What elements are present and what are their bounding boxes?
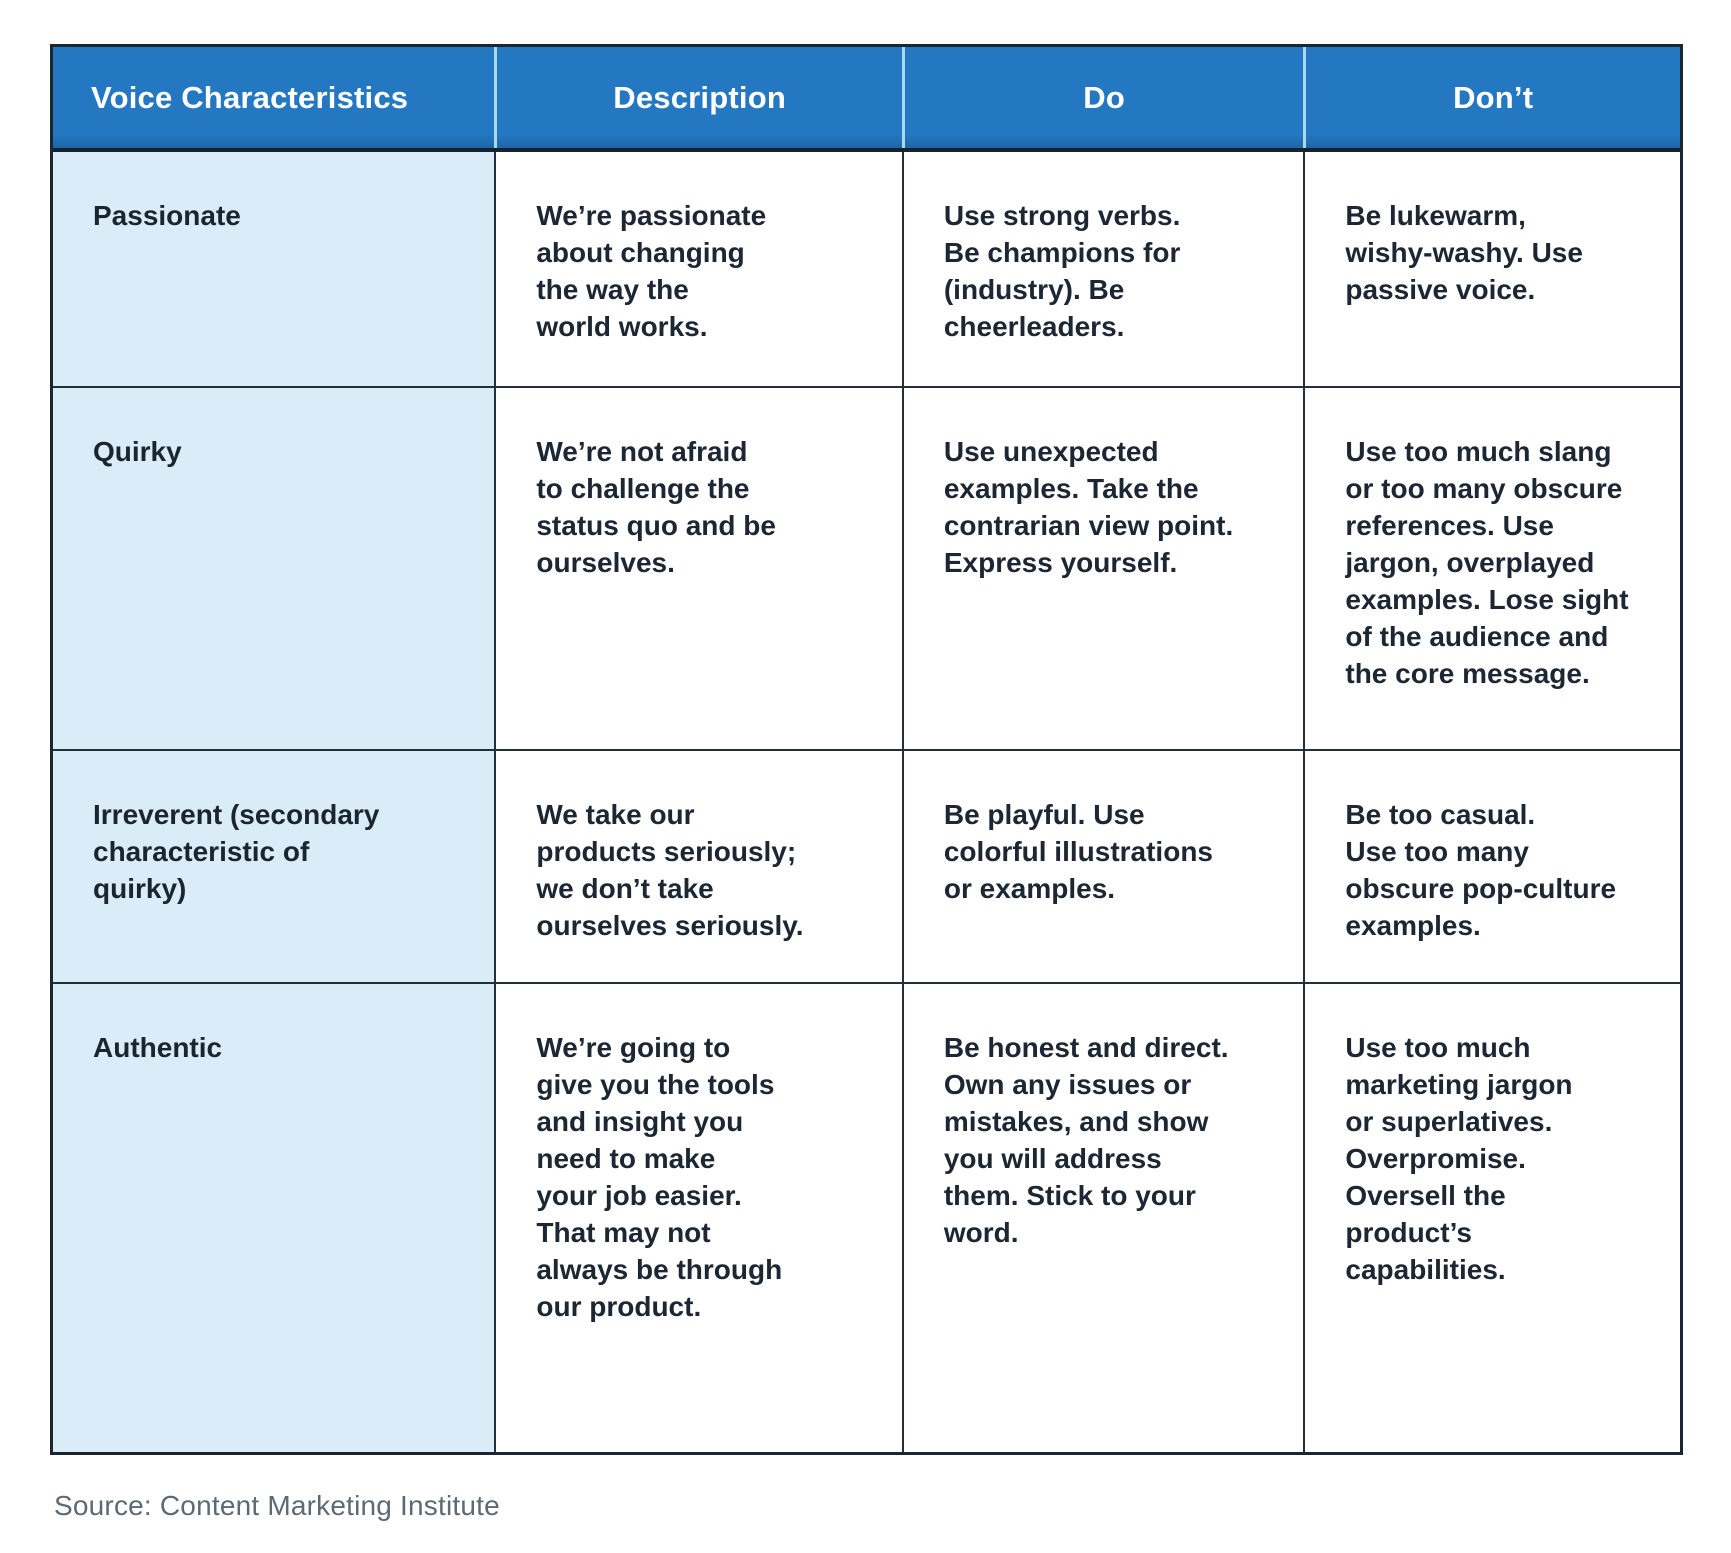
header-description: Description (494, 47, 902, 148)
table-row-irreverent: Irreverent (secondary characteristic of … (53, 749, 1680, 982)
do-cell: Be honest and direct. Own any issues or … (901, 984, 1304, 1452)
description-cell: We’re going to give you the tools and in… (494, 984, 902, 1452)
characteristic-cell: Authentic (53, 984, 495, 1452)
description-cell: We take our products seriously; we don’t… (494, 751, 902, 982)
dont-cell: Be lukewarm, wishy-washy. Use passive vo… (1303, 152, 1680, 386)
do-cell: Use unexpected examples. Take the contra… (901, 388, 1304, 749)
characteristic-cell: Irreverent (secondary characteristic of … (53, 751, 495, 982)
dont-cell: Be too casual. Use too many obscure pop-… (1303, 751, 1680, 982)
description-cell: We’re passionate about changing the way … (494, 152, 902, 386)
do-cell: Be playful. Use colorful illustrations o… (901, 751, 1304, 982)
description-cell: We’re not afraid to challenge the status… (494, 388, 902, 749)
table-row-quirky: Quirky We’re not afraid to challenge the… (53, 386, 1680, 749)
characteristic-cell: Passionate (53, 152, 495, 386)
table-header-row: Voice Characteristics Description Do Don… (53, 47, 1680, 152)
header-do: Do (901, 47, 1304, 148)
characteristic-cell: Quirky (53, 388, 495, 749)
header-voice-characteristics: Voice Characteristics (91, 79, 409, 115)
header-dont: Don’t (1303, 47, 1680, 148)
table-row-authentic: Authentic We’re going to give you the to… (53, 982, 1680, 1452)
dont-cell: Use too much slang or too many obscure r… (1303, 388, 1680, 749)
source-attribution: Source: Content Marketing Institute (54, 1490, 500, 1521)
dont-cell: Use too much marketing jargon or superla… (1303, 984, 1680, 1452)
voice-characteristics-table: Voice Characteristics Description Do Don… (50, 44, 1683, 1455)
do-cell: Use strong verbs. Be champions for (indu… (901, 152, 1304, 386)
table-row-passionate: Passionate We’re passionate about changi… (53, 152, 1680, 386)
